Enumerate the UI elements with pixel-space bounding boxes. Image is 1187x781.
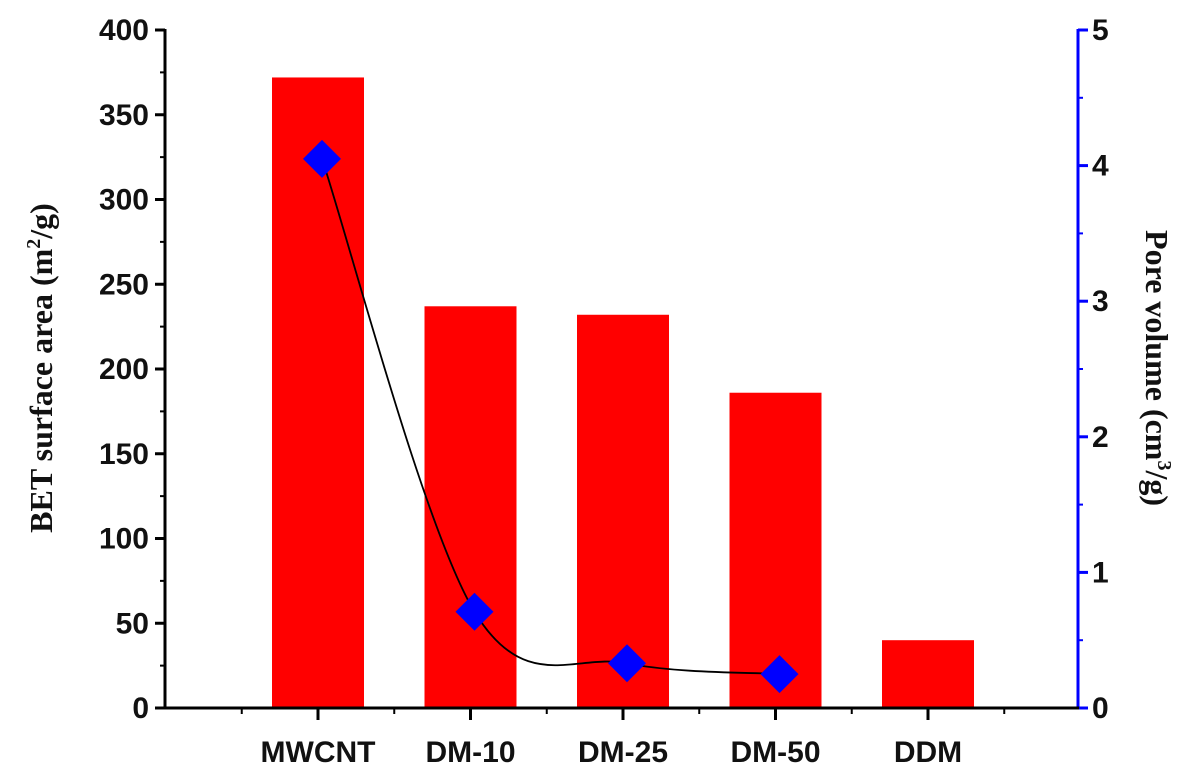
category-label: DM-10 — [425, 736, 515, 769]
right-tick-label: 5 — [1092, 14, 1109, 47]
right-tick-label: 1 — [1092, 556, 1109, 589]
left-tick-label: 150 — [99, 438, 149, 471]
left-tick-label: 100 — [99, 523, 149, 556]
right-tick-label: 4 — [1092, 150, 1109, 183]
category-label: DM-50 — [730, 736, 820, 769]
left-tick-label: 400 — [99, 14, 149, 47]
pore-volume-line — [321, 158, 780, 675]
category-label: MWCNT — [261, 736, 376, 769]
pore-volume-marker — [455, 592, 494, 631]
pore-volume-marker — [608, 644, 646, 683]
pore-volume-layer — [303, 139, 799, 694]
bars-layer — [272, 77, 974, 708]
left-tick-label: 200 — [99, 353, 149, 386]
right-tick-label: 2 — [1092, 421, 1109, 454]
bar-dm-10 — [424, 306, 517, 708]
left-axis-title: BET surface area (m2/g) — [23, 203, 59, 533]
left-tick-label: 300 — [99, 184, 149, 217]
bar-mwcnt — [272, 77, 364, 708]
bar-ddm — [882, 640, 974, 708]
right-tick-label: 3 — [1092, 285, 1109, 318]
axes-layer: 0 50 100 150 200 250 300 350 400 0 1 2 3 4 5 MWCNT DM-10… — [99, 14, 1109, 769]
right-axis-title: Pore volume (cm3/g) — [1139, 230, 1175, 506]
left-tick-label: 350 — [99, 99, 149, 132]
bar-dm-25 — [577, 314, 669, 708]
left-tick-label: 50 — [116, 607, 149, 640]
bar-dm-50 — [729, 392, 822, 708]
category-label: DM-25 — [578, 736, 668, 769]
right-tick-label: 0 — [1092, 692, 1109, 725]
pore-volume-marker — [303, 139, 341, 178]
category-label: DDM — [894, 736, 962, 769]
left-tick-label: 0 — [132, 692, 149, 725]
pore-volume-marker — [760, 655, 799, 694]
left-tick-label: 250 — [99, 268, 149, 301]
